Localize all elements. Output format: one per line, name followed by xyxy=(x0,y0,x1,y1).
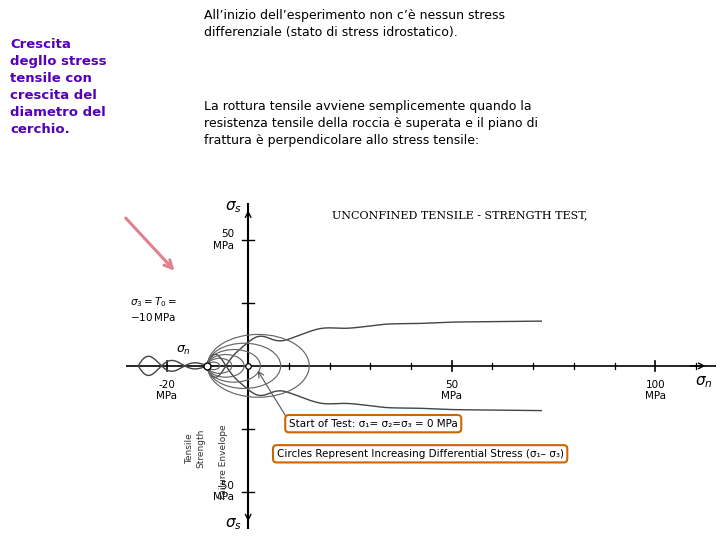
Text: UNCONFINED TENSILE - STRENGTH TEST,: UNCONFINED TENSILE - STRENGTH TEST, xyxy=(332,210,588,220)
Text: Failure Envelope: Failure Envelope xyxy=(219,424,228,498)
Text: $\sigma_s$: $\sigma_s$ xyxy=(225,516,242,532)
Text: $\sigma_n$: $\sigma_n$ xyxy=(176,344,191,357)
Text: $\sigma_3 =T_0=$
$-10\,\mathrm{MPa}$: $\sigma_3 =T_0=$ $-10\,\mathrm{MPa}$ xyxy=(130,295,177,323)
Text: Tensile
Strength: Tensile Strength xyxy=(186,429,205,469)
Text: $\sigma_n$: $\sigma_n$ xyxy=(696,375,713,390)
Text: 100
MPa: 100 MPa xyxy=(645,380,666,401)
Text: All’inizio dell’esperimento non c’è nessun stress
differenziale (stato di stress: All’inizio dell’esperimento non c’è ness… xyxy=(204,9,505,39)
Text: Crescita
degllo stress
tensile con
crescita del
diametro del
cerchio.: Crescita degllo stress tensile con cresc… xyxy=(10,38,107,136)
Text: Circles Represent Increasing Differential Stress (σ₁– σ₃): Circles Represent Increasing Differentia… xyxy=(276,449,564,459)
Text: -50
MPa: -50 MPa xyxy=(213,481,234,502)
Text: La rottura tensile avviene semplicemente quando la
resistenza tensile della rocc: La rottura tensile avviene semplicemente… xyxy=(204,100,538,147)
Text: Start of Test: σ₁= σ₂=σ₃ = 0 MPa: Start of Test: σ₁= σ₂=σ₃ = 0 MPa xyxy=(289,418,458,429)
Text: 50
MPa: 50 MPa xyxy=(441,380,462,401)
Text: 50
MPa: 50 MPa xyxy=(213,230,234,251)
Text: -20
MPa: -20 MPa xyxy=(156,380,177,401)
Text: $\sigma_s$: $\sigma_s$ xyxy=(225,200,242,215)
